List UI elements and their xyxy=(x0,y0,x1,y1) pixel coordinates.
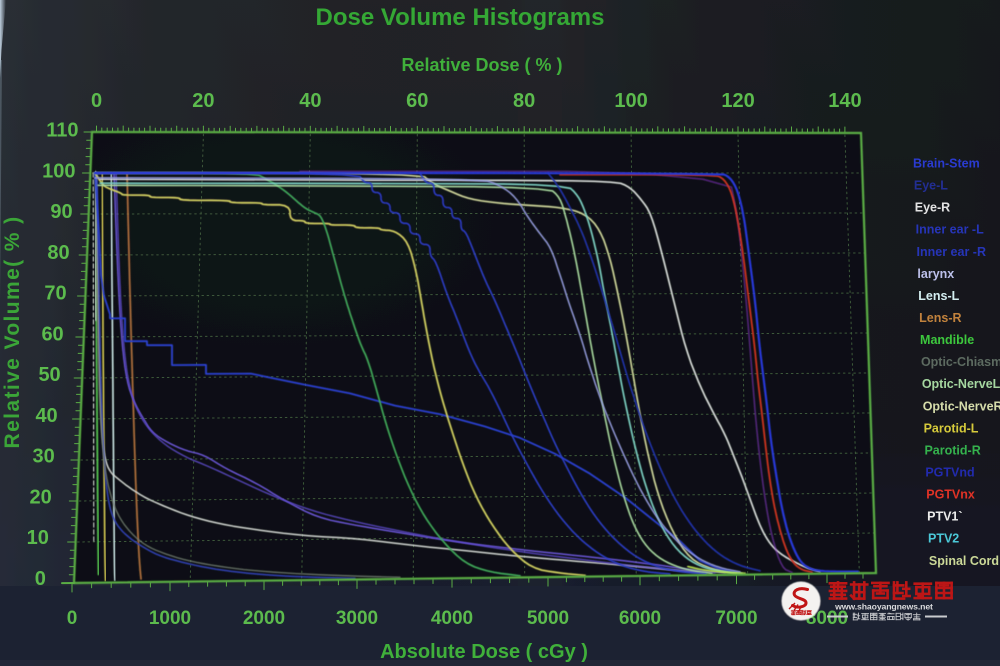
svg-text:Absolute Dose ( cGy ): Absolute Dose ( cGy ) xyxy=(380,641,588,663)
svg-text:1000: 1000 xyxy=(149,608,191,629)
svg-text:larynx: larynx xyxy=(917,267,954,281)
svg-text:60: 60 xyxy=(41,323,63,345)
svg-text:40: 40 xyxy=(35,405,57,427)
svg-text:20: 20 xyxy=(192,90,214,112)
svg-text:Parotid-R: Parotid-R xyxy=(924,443,980,457)
svg-text:Optic-NerveLeft: Optic-NerveLeft xyxy=(922,377,1000,391)
svg-text:6000: 6000 xyxy=(619,608,661,629)
svg-text:0: 0 xyxy=(91,90,102,112)
svg-text:PGTVnd: PGTVnd xyxy=(925,465,974,479)
svg-text:Lens-R: Lens-R xyxy=(919,311,961,325)
svg-text:60: 60 xyxy=(406,90,428,112)
svg-text:100: 100 xyxy=(42,160,75,182)
svg-text:Eye-R: Eye-R xyxy=(915,201,950,215)
svg-text:40: 40 xyxy=(299,90,321,112)
svg-text:Brain-Stem: Brain-Stem xyxy=(913,157,980,171)
svg-text:Parotid-L: Parotid-L xyxy=(924,421,979,435)
svg-text:0: 0 xyxy=(67,608,78,629)
svg-text:Inner ear -L: Inner ear -L xyxy=(916,223,984,237)
svg-text:20: 20 xyxy=(30,487,52,509)
svg-text:4000: 4000 xyxy=(431,608,473,629)
svg-text:Optic-Chiasm: Optic-Chiasm xyxy=(921,355,1000,369)
svg-text:Relative Volume( % ): Relative Volume( % ) xyxy=(1,216,24,449)
svg-text:Spinal Cord: Spinal Cord xyxy=(929,554,999,568)
svg-text:PGTVnx: PGTVnx xyxy=(926,488,975,502)
svg-text:Lens-L: Lens-L xyxy=(918,289,959,303)
svg-text:3000: 3000 xyxy=(336,608,378,629)
svg-text:80: 80 xyxy=(47,242,69,264)
svg-text:8000: 8000 xyxy=(806,608,848,629)
svg-text:2000: 2000 xyxy=(243,608,285,629)
svg-text:120: 120 xyxy=(721,90,754,112)
svg-text:80: 80 xyxy=(513,90,535,112)
svg-text:Eye-L: Eye-L xyxy=(914,179,948,193)
svg-text:0: 0 xyxy=(35,568,46,590)
svg-text:140: 140 xyxy=(828,90,861,112)
svg-text:70: 70 xyxy=(44,283,66,305)
svg-text:Optic-NerveRight: Optic-NerveRight xyxy=(923,399,1000,413)
svg-text:PTV1`: PTV1` xyxy=(927,510,962,524)
svg-text:110: 110 xyxy=(46,120,78,142)
svg-text:50: 50 xyxy=(38,364,60,386)
svg-text:30: 30 xyxy=(33,446,55,468)
svg-text:Mandible: Mandible xyxy=(920,333,974,347)
svg-text:100: 100 xyxy=(614,90,647,112)
svg-text:Inner ear -R: Inner ear -R xyxy=(917,245,986,259)
svg-text:5000: 5000 xyxy=(527,608,569,629)
svg-text:90: 90 xyxy=(50,201,72,223)
svg-text:10: 10 xyxy=(27,527,49,549)
svg-text:7000: 7000 xyxy=(715,608,757,629)
svg-text:Relative Dose ( % ): Relative Dose ( % ) xyxy=(401,55,562,75)
svg-text:www.shaoyangnews.net: www.shaoyangnews.net xyxy=(834,602,933,612)
svg-text:Dose Volume Histograms: Dose Volume Histograms xyxy=(316,4,605,31)
svg-text:PTV2: PTV2 xyxy=(928,532,959,546)
